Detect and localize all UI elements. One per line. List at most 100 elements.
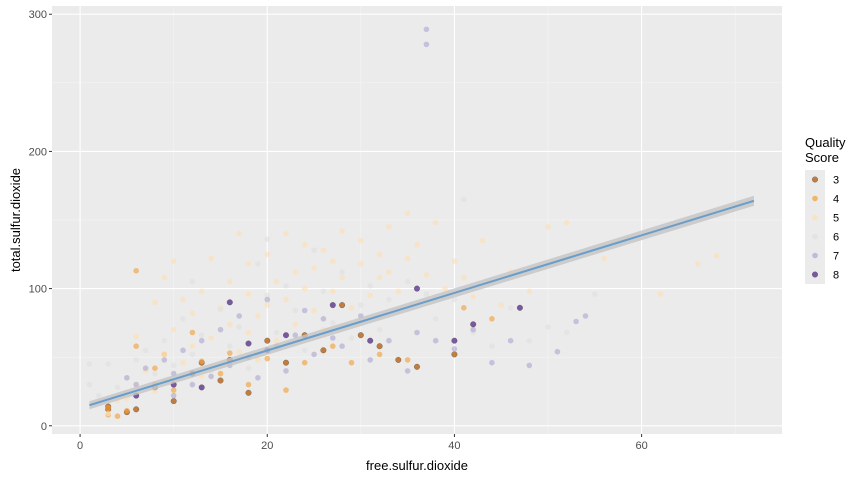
- data-point-quality-7: [404, 368, 411, 374]
- data-point-quality-5: [292, 321, 299, 328]
- data-point-quality-7: [236, 313, 242, 319]
- data-point-quality-7: [198, 337, 205, 344]
- legend-title-line-2: Score: [805, 150, 839, 165]
- data-point-quality-4: [301, 359, 308, 366]
- data-point-quality-7: [330, 335, 336, 341]
- data-point-quality-6: [245, 365, 252, 372]
- data-point-quality-3: [264, 337, 271, 344]
- legend-label-5: 5: [833, 213, 839, 225]
- y-tick-label: 100: [29, 284, 47, 296]
- data-point-quality-6: [526, 337, 533, 344]
- data-point-quality-5: [105, 410, 111, 417]
- data-point-quality-5: [227, 278, 233, 285]
- data-point-quality-5: [442, 285, 448, 292]
- legend-label-3: 3: [833, 175, 839, 187]
- data-point-quality-5: [189, 310, 196, 317]
- data-point-quality-8: [198, 384, 205, 391]
- data-point-quality-5: [423, 272, 430, 278]
- legend-label-8: 8: [833, 270, 839, 282]
- data-point-quality-7: [423, 26, 430, 33]
- data-point-quality-4: [283, 387, 289, 393]
- data-point-quality-6: [198, 332, 205, 339]
- data-point-quality-4: [114, 413, 121, 420]
- legend-label-7: 7: [833, 251, 839, 263]
- data-point-quality-4: [133, 343, 139, 350]
- data-point-quality-3: [357, 332, 364, 339]
- legend-key-5: [812, 214, 818, 221]
- data-point-quality-6: [114, 384, 121, 391]
- data-point-quality-5: [161, 274, 168, 281]
- legend-key-8: [811, 271, 819, 278]
- data-point-quality-6: [311, 247, 317, 253]
- data-point-quality-6: [264, 292, 271, 299]
- data-point-quality-6: [170, 362, 177, 369]
- y-axis-title: total.sulfur.dioxide: [8, 168, 23, 272]
- data-point-quality-7: [554, 348, 561, 355]
- data-point-quality-5: [283, 296, 289, 303]
- data-point-quality-5: [170, 258, 177, 265]
- data-point-quality-8: [245, 340, 252, 347]
- data-point-quality-6: [227, 343, 233, 350]
- data-point-quality-5: [498, 302, 505, 308]
- data-point-quality-5: [227, 321, 233, 328]
- data-point-quality-8: [516, 304, 523, 311]
- legend-key-6: [812, 233, 818, 240]
- data-point-quality-5: [245, 291, 252, 297]
- data-point-quality-7: [124, 375, 130, 381]
- data-point-quality-6: [451, 296, 458, 303]
- data-point-quality-5: [386, 269, 392, 275]
- data-point-quality-7: [142, 365, 149, 372]
- data-point-quality-5: [133, 333, 139, 340]
- data-point-quality-6: [386, 296, 392, 303]
- data-point-quality-7: [507, 337, 514, 344]
- data-point-quality-7: [386, 337, 392, 344]
- data-point-quality-7: [301, 307, 308, 314]
- data-point-quality-8: [367, 337, 374, 344]
- data-point-quality-6: [339, 269, 345, 275]
- data-point-quality-7: [320, 316, 327, 322]
- data-point-quality-8: [329, 302, 336, 309]
- data-point-quality-7: [423, 41, 430, 48]
- data-point-quality-3: [451, 351, 458, 358]
- data-point-quality-5: [255, 313, 261, 319]
- data-point-quality-5: [348, 305, 355, 311]
- data-point-quality-4: [189, 329, 196, 336]
- data-point-quality-5: [339, 274, 345, 281]
- data-point-quality-5: [657, 291, 664, 297]
- data-point-quality-5: [470, 294, 477, 300]
- data-point-quality-6: [367, 283, 374, 289]
- data-point-quality-6: [376, 326, 383, 333]
- data-point-quality-5: [601, 255, 607, 262]
- data-point-quality-6: [264, 236, 271, 242]
- data-point-quality-4: [217, 370, 224, 377]
- data-point-quality-4: [348, 359, 355, 366]
- data-point-quality-4: [198, 358, 205, 365]
- x-tick-label: 0: [77, 440, 83, 452]
- x-axis-title: free.sulfur.dioxide: [366, 458, 468, 473]
- legend-label-4: 4: [833, 194, 839, 206]
- data-point-quality-3: [217, 377, 224, 384]
- data-point-quality-6: [217, 306, 224, 313]
- data-point-quality-4: [170, 387, 177, 393]
- data-point-quality-7: [283, 368, 289, 374]
- data-point-quality-7: [180, 347, 186, 354]
- legend-keys: 3 4 5 6 7 8: [805, 170, 839, 284]
- data-point-quality-6: [133, 357, 139, 363]
- y-tick-label: 300: [29, 9, 47, 21]
- data-point-quality-5: [311, 307, 317, 314]
- x-tick-label: 20: [261, 440, 273, 452]
- data-point-quality-5: [545, 224, 551, 230]
- data-point-quality-3: [170, 398, 177, 405]
- data-point-quality-5: [208, 335, 214, 341]
- data-point-quality-5: [189, 343, 196, 350]
- data-point-quality-6: [142, 347, 149, 354]
- data-point-quality-5: [198, 288, 205, 295]
- data-point-quality-5: [152, 388, 158, 395]
- grid-major: [52, 6, 782, 434]
- y-tick-label: 0: [41, 421, 47, 433]
- data-point-quality-5: [264, 251, 271, 258]
- data-point-quality-5: [255, 357, 261, 363]
- data-point-quality-7: [311, 351, 317, 358]
- data-point-quality-3: [320, 347, 327, 354]
- data-point-quality-7: [161, 357, 168, 363]
